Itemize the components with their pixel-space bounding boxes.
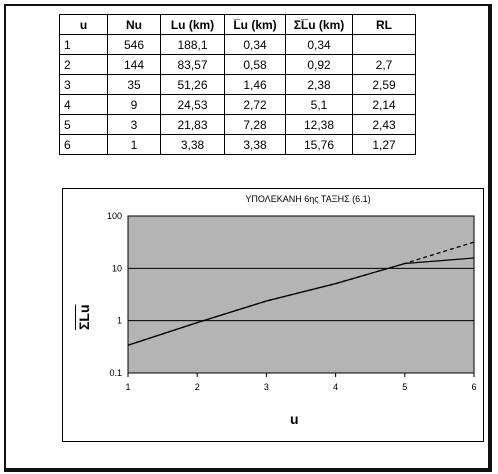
table-row: 6 1 3,38 3,38 15,76 1,27 bbox=[59, 134, 416, 155]
x-axis-label: u bbox=[290, 411, 299, 427]
table-header-cell: ΣL̅u (km) bbox=[285, 14, 353, 35]
x-tick-label: 1 bbox=[125, 382, 130, 392]
table-cell: 0,58 bbox=[224, 54, 286, 75]
table-cell: 2,43 bbox=[352, 114, 416, 135]
x-tick-label: 2 bbox=[195, 382, 200, 392]
table-cell: 2,59 bbox=[352, 74, 416, 95]
table-cell: 188,1 bbox=[160, 34, 225, 55]
y-axis-label: ΣLu bbox=[76, 282, 106, 342]
y-tick-label: 0.1 bbox=[109, 368, 122, 378]
x-axis-ticks: 1 2 3 4 5 6 bbox=[125, 373, 477, 392]
table-cell: 3,38 bbox=[224, 134, 286, 155]
table-cell: 1,27 bbox=[352, 134, 416, 155]
y-tick-label: 1 bbox=[117, 316, 122, 326]
y-tick-label: 10 bbox=[112, 263, 122, 273]
stream-order-table: u Nu Lu (km) L̅u (km) ΣL̅u (km) RL 1 546… bbox=[59, 14, 416, 155]
y-axis-ticks: 0.1 1 10 100 bbox=[107, 211, 122, 378]
table-cell: 5,1 bbox=[285, 94, 353, 115]
table-cell: 546 bbox=[107, 34, 161, 55]
series-line bbox=[127, 257, 475, 346]
x-tick-label: 3 bbox=[264, 382, 269, 392]
table-cell: 2,7 bbox=[352, 54, 416, 75]
chart-title: ΥΠΟΛΕΚΑΝΗ 6ης ΤΑΞΗΣ (6.1) bbox=[245, 194, 371, 204]
x-tick-label: 6 bbox=[471, 382, 476, 392]
table-row: 4 9 24,53 2,72 5,1 2,14 bbox=[59, 94, 416, 115]
table-cell: 3,38 bbox=[160, 134, 225, 155]
table-cell: 24,53 bbox=[160, 94, 225, 115]
table-cell: 0,92 bbox=[285, 54, 353, 75]
x-tick-label: 5 bbox=[402, 382, 407, 392]
grid-lines bbox=[128, 215, 474, 374]
y-axis-label-text: ΣLu bbox=[76, 304, 92, 330]
table-cell: 51,26 bbox=[160, 74, 225, 95]
table-cell: 15,76 bbox=[285, 134, 353, 155]
table-row: 1 546 188,1 0,34 0,34 bbox=[59, 34, 416, 55]
series-lines bbox=[127, 241, 475, 346]
plot-area bbox=[127, 215, 475, 374]
y-tick-label: 100 bbox=[107, 211, 122, 221]
x-tick-label: 4 bbox=[333, 382, 338, 392]
